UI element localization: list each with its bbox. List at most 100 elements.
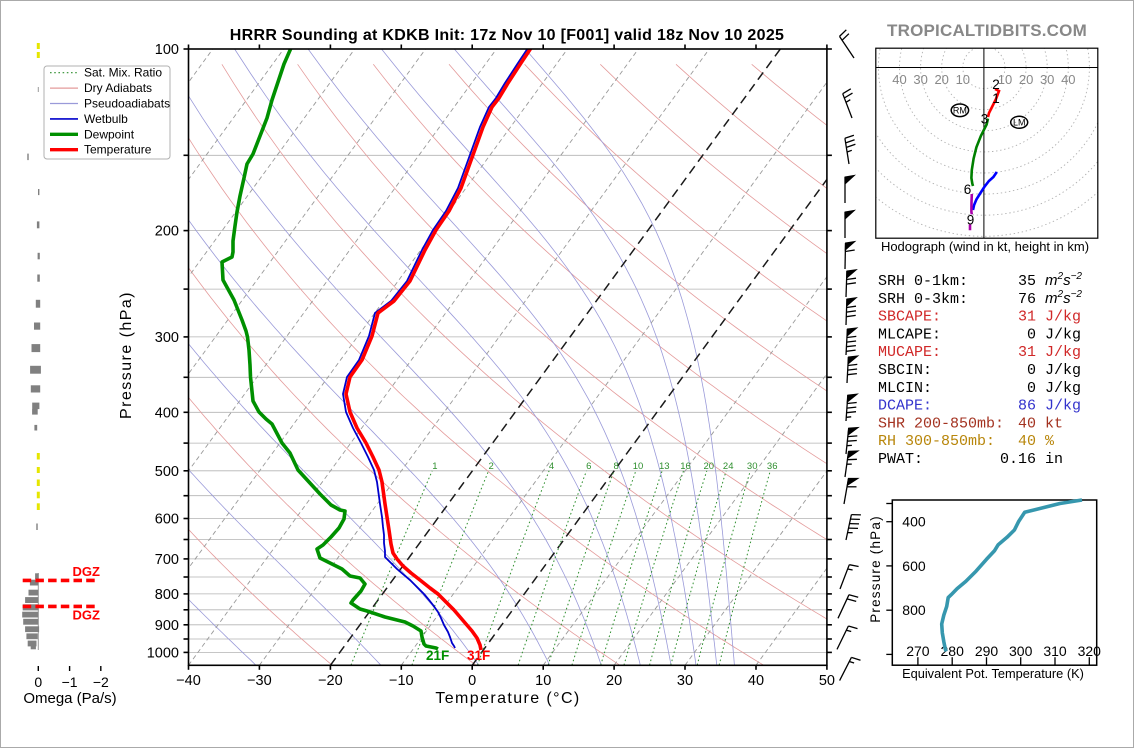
svg-text:−40: −40: [176, 673, 201, 689]
svg-text:900: 900: [155, 618, 179, 634]
svg-text:Pseudoadiabats: Pseudoadiabats: [84, 97, 170, 111]
svg-text:800: 800: [155, 587, 179, 603]
svg-text:0.16: 0.16: [1000, 451, 1036, 468]
svg-text:in: in: [1045, 451, 1063, 468]
svg-text:500: 500: [155, 464, 179, 480]
svg-text:0: 0: [1027, 380, 1036, 397]
svg-text:Dry Adiabats: Dry Adiabats: [84, 81, 152, 95]
svg-text:600: 600: [902, 558, 926, 574]
svg-text:24: 24: [723, 461, 734, 472]
svg-text:31: 31: [1018, 309, 1036, 326]
svg-text:2: 2: [992, 77, 1000, 92]
svg-text:J/kg: J/kg: [1045, 309, 1081, 326]
svg-text:RH 300-850mb:: RH 300-850mb:: [878, 433, 995, 450]
svg-text:HRRR Sounding at KDKB Init: 17: HRRR Sounding at KDKB Init: 17z Nov 10 […: [230, 27, 784, 44]
svg-text:SHR 200-850mb:: SHR 200-850mb:: [878, 415, 1004, 432]
svg-text:8: 8: [614, 461, 619, 472]
svg-text:SRH 0-3km:: SRH 0-3km:: [878, 291, 968, 308]
svg-text:1: 1: [992, 91, 1000, 106]
svg-text:200: 200: [155, 224, 179, 240]
svg-text:30: 30: [913, 72, 927, 87]
svg-text:J/kg: J/kg: [1045, 326, 1081, 343]
svg-text:TROPICALTIDBITS.COM: TROPICALTIDBITS.COM: [887, 21, 1087, 40]
svg-text:10: 10: [956, 72, 970, 87]
svg-text:J/kg: J/kg: [1045, 380, 1081, 397]
svg-text:−10: −10: [389, 673, 414, 689]
svg-text:MUCAPE:: MUCAPE:: [878, 344, 941, 361]
svg-text:50: 50: [819, 673, 835, 689]
svg-text:MLCIN:: MLCIN:: [878, 380, 932, 397]
svg-text:3: 3: [981, 112, 989, 127]
svg-text:DCAPE:: DCAPE:: [878, 398, 932, 415]
svg-text:13: 13: [659, 461, 670, 472]
svg-text:76: 76: [1018, 291, 1036, 308]
svg-text:10: 10: [998, 72, 1012, 87]
svg-text:−1: −1: [62, 674, 78, 690]
svg-text:86: 86: [1018, 398, 1036, 415]
svg-text:J/kg: J/kg: [1045, 398, 1081, 415]
svg-text:31: 31: [1018, 344, 1036, 361]
svg-text:MLCAPE:: MLCAPE:: [878, 326, 941, 343]
svg-text:Temperature: Temperature: [84, 143, 152, 157]
svg-text:Equivalent Pot. Temperature (K: Equivalent Pot. Temperature (K): [902, 666, 1084, 681]
svg-text:1000: 1000: [147, 645, 179, 661]
svg-text:−2: −2: [93, 674, 109, 690]
svg-text:1: 1: [432, 461, 437, 472]
svg-text:400: 400: [902, 514, 926, 530]
svg-text:9: 9: [967, 213, 975, 228]
svg-text:kt: kt: [1045, 415, 1063, 432]
svg-text:J/kg: J/kg: [1045, 344, 1081, 361]
svg-text:30: 30: [747, 461, 758, 472]
svg-text:0: 0: [1027, 362, 1036, 379]
svg-text:40: 40: [1061, 72, 1075, 87]
svg-text:20: 20: [704, 461, 715, 472]
svg-text:310: 310: [1043, 643, 1067, 659]
svg-text:700: 700: [155, 552, 179, 568]
svg-text:20: 20: [606, 673, 622, 689]
svg-text:2: 2: [488, 461, 493, 472]
svg-text:800: 800: [902, 602, 926, 618]
svg-text:0: 0: [468, 673, 476, 689]
svg-text:30: 30: [1040, 72, 1054, 87]
svg-text:Sat. Mix. Ratio: Sat. Mix. Ratio: [84, 66, 162, 80]
svg-text:0: 0: [1027, 326, 1036, 343]
svg-text:40: 40: [748, 673, 764, 689]
svg-text:10: 10: [535, 673, 551, 689]
svg-text:20: 20: [934, 72, 948, 87]
svg-text:100: 100: [155, 42, 179, 58]
svg-text:30: 30: [677, 673, 693, 689]
svg-text:Omega (Pa/s): Omega (Pa/s): [23, 690, 116, 707]
svg-text:31F: 31F: [467, 648, 490, 663]
svg-text:40: 40: [1018, 415, 1036, 432]
svg-text:270: 270: [906, 643, 930, 659]
svg-text:SBCIN:: SBCIN:: [878, 362, 932, 379]
svg-text:RM: RM: [953, 106, 967, 116]
svg-text:320: 320: [1078, 643, 1102, 659]
svg-text:36: 36: [767, 461, 778, 472]
svg-text:6: 6: [586, 461, 591, 472]
svg-text:10: 10: [633, 461, 644, 472]
svg-text:20: 20: [1019, 72, 1033, 87]
svg-text:−20: −20: [318, 673, 343, 689]
svg-text:0: 0: [34, 674, 42, 690]
svg-text:DGZ: DGZ: [73, 564, 101, 579]
svg-text:SBCAPE:: SBCAPE:: [878, 309, 941, 326]
svg-text:300: 300: [1009, 643, 1033, 659]
svg-text:16: 16: [680, 461, 691, 472]
svg-text:J/kg: J/kg: [1045, 362, 1081, 379]
svg-text:35: 35: [1018, 273, 1036, 290]
svg-text:Wetbulb: Wetbulb: [84, 112, 128, 126]
svg-text:Pressure (hPa): Pressure (hPa): [118, 291, 135, 419]
svg-text:600: 600: [155, 512, 179, 528]
svg-text:%: %: [1045, 433, 1055, 450]
svg-text:300: 300: [155, 330, 179, 346]
svg-text:21F: 21F: [426, 648, 449, 663]
svg-text:SRH 0-1km:: SRH 0-1km:: [878, 273, 968, 290]
svg-text:400: 400: [155, 405, 179, 421]
svg-text:−30: −30: [247, 673, 272, 689]
svg-text:PWAT:: PWAT:: [878, 451, 923, 468]
svg-text:Hodograph (wind in kt, height: Hodograph (wind in kt, height in km): [881, 239, 1089, 254]
svg-text:LM: LM: [1013, 118, 1026, 128]
svg-text:DGZ: DGZ: [73, 608, 101, 623]
svg-text:4: 4: [549, 461, 554, 472]
